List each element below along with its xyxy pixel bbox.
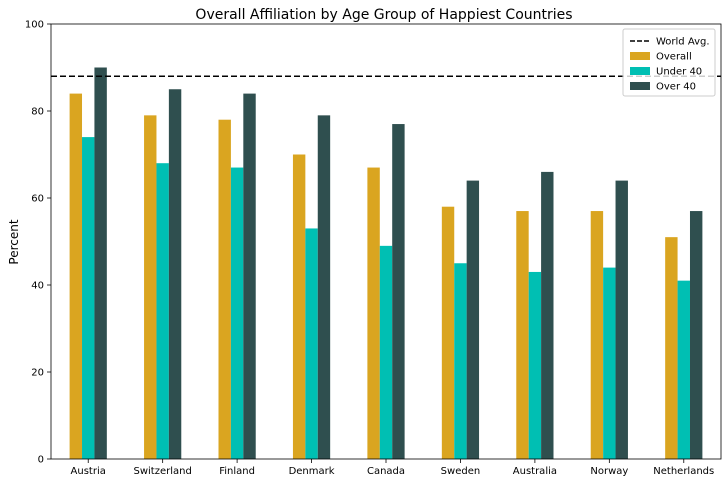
bar-under-40-norway [603,267,616,459]
bar-under-40-sweden [454,263,467,459]
y-tick-label: 80 [31,107,44,118]
bar-overall-denmark [292,154,306,459]
bar-overall-australia [516,211,529,459]
legend-box [622,28,716,97]
legend-label: World Avg. [656,37,710,48]
x-tick-label: Sweden [441,466,481,477]
bar-under-40-australia [528,271,542,459]
bar-over-40-finland [243,93,256,459]
x-tick-label: Norway [590,466,628,477]
y-tick-label: 40 [31,281,44,292]
bar-over-40-netherlands [689,211,703,459]
y-tick-label: 60 [31,194,44,205]
bar-under-40-netherlands [677,280,690,459]
bar-over-40-switzerland [168,89,182,459]
bar-over-40-canada [392,124,405,460]
bar-overall-netherlands [665,237,678,459]
legend-label: Overall [656,52,692,63]
plot-frame [50,23,722,460]
y-tick-label: 20 [31,368,44,379]
bar-overall-norway [590,211,604,459]
bar-under-40-canada [379,245,393,459]
bar-over-40-austria [94,67,107,459]
legend-swatch-under-40 [630,67,650,75]
y-axis-ticks: 0 20 40 60 80 100 [25,20,51,466]
bars-group [69,67,703,460]
bar-under-40-austria [82,137,95,459]
bar-overall-finland [218,119,231,459]
bar-under-40-finland [230,167,244,460]
bar-overall-sweden [441,206,455,459]
legend: World Avg. Overall Under 40 Over 40 [622,28,716,97]
bar-under-40-denmark [305,228,318,459]
legend-label: Under 40 [656,67,702,78]
bar-over-40-sweden [466,180,480,459]
x-axis-ticks: Austria Switzerland Finland Denmark Canada Sw… [71,459,714,477]
y-tick-label: 0 [38,455,44,466]
y-axis-label: Percent [7,219,21,264]
legend-swatch-overall [630,52,650,60]
x-tick-label: Switzerland [133,466,191,477]
legend-label: Over 40 [656,82,696,93]
bar-over-40-denmark [317,115,331,459]
x-tick-label: Australia [513,466,557,477]
chart-title: Overall Affiliation by Age Group of Happ… [195,7,572,23]
bar-overall-austria [69,93,83,459]
x-tick-label: Austria [71,466,106,477]
x-tick-label: Denmark [289,466,335,477]
bar-overall-canada [367,167,380,460]
bar-over-40-australia [541,171,554,459]
x-tick-label: Finland [219,466,255,477]
bar-under-40-switzerland [156,163,169,459]
y-tick-label: 100 [25,20,44,31]
x-tick-label: Canada [367,466,405,477]
legend-swatch-over-40 [630,82,650,90]
x-tick-label: Netherlands [653,466,714,477]
bar-overall-switzerland [144,115,157,459]
bar-over-40-norway [615,180,628,459]
